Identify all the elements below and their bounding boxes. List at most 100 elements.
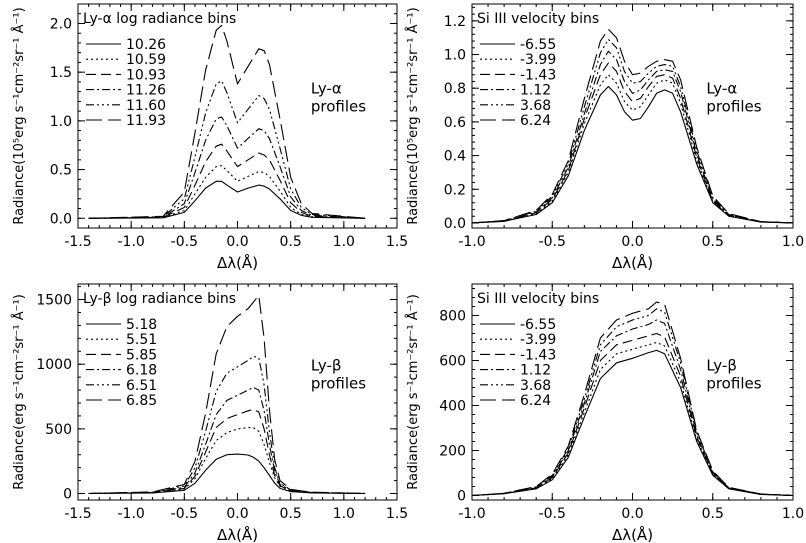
legend-label: -6.55 xyxy=(520,317,556,333)
panel-3: -1.5 -1.0 -0.5 0.0 0.5 1.0 1.5 0 500 1000 1500 Δλ(Å… xyxy=(11,283,408,543)
legend-label: 5.51 xyxy=(126,332,157,348)
y-tick-label: 0.0 xyxy=(50,211,72,227)
y-tick-label: 1000 xyxy=(36,357,72,373)
y-tick-label: 0.6 xyxy=(444,115,466,131)
x-tick-label: 0.0 xyxy=(226,234,248,250)
y-tick-label: 600 xyxy=(439,354,466,370)
series-line-4 xyxy=(471,319,794,497)
x-tick-label: -0.5 xyxy=(171,234,198,250)
series-line-3 xyxy=(471,332,794,497)
x-tick-label: -0.5 xyxy=(539,234,566,250)
x-axis-label: Δλ(Å) xyxy=(217,253,258,272)
x-tick-label: 0.5 xyxy=(280,234,302,250)
panel-title: Ly-α log radiance bins xyxy=(83,11,236,27)
annotation-line: profiles xyxy=(311,98,366,116)
legend-label: 1.12 xyxy=(520,83,551,99)
legend-label: 11.93 xyxy=(126,113,166,129)
legend-label: -3.99 xyxy=(520,332,556,348)
panel-4: -1.0 -0.5 0.0 0.5 1.0 0 200 400 600 800 Δλ(Å) Radia… xyxy=(405,283,804,543)
series-line-6 xyxy=(88,295,366,495)
series-line-2 xyxy=(88,165,366,219)
y-tick-label: 800 xyxy=(439,309,466,325)
series-line-5 xyxy=(471,308,794,497)
x-tick-label: -1.5 xyxy=(64,506,91,522)
y-tick-label: 200 xyxy=(439,444,466,460)
y-axis-label: Radiance(10⁵erg s⁻¹cm⁻²sr⁻¹ Å⁻¹) xyxy=(405,7,421,224)
y-tick-label: 500 xyxy=(45,422,72,438)
annotation-line: Ly-α xyxy=(311,80,342,98)
y-tick-label: 1.0 xyxy=(444,48,466,64)
x-tick-label: 0.5 xyxy=(702,234,724,250)
y-tick-label: 400 xyxy=(439,399,466,415)
series-line-1 xyxy=(88,453,366,495)
x-tick-label: 1.0 xyxy=(782,506,804,522)
x-tick-label: 1.0 xyxy=(782,234,804,250)
series-line-6 xyxy=(471,301,794,497)
legend-label: 1.12 xyxy=(520,363,551,379)
y-tick-label: 1.5 xyxy=(50,65,72,81)
legend-label: 6.18 xyxy=(126,363,157,379)
y-tick-label: 0.5 xyxy=(50,163,72,179)
series-line-2 xyxy=(471,74,794,224)
legend-label: 6.51 xyxy=(126,378,157,394)
y-tick-label: 0 xyxy=(63,487,72,503)
legend-label: 3.68 xyxy=(520,98,551,114)
legend-label: 3.68 xyxy=(520,378,551,394)
x-tick-label: -1.0 xyxy=(118,506,145,522)
annotation-line: profiles xyxy=(311,374,366,392)
panel-title: Si III velocity bins xyxy=(477,11,599,27)
y-tick-label: 1.2 xyxy=(444,14,466,30)
series-line-3 xyxy=(88,143,366,219)
annotation-line: Ly-α xyxy=(706,80,737,98)
series-line-6 xyxy=(88,24,366,219)
annotation-line: Ly-β xyxy=(706,356,737,374)
panel-1: -1.5 -1.0 -0.5 0.0 0.5 1.0 1.5 0.0 0.5 1.0 1.5 2.0 Δ… xyxy=(11,3,408,272)
series-line-4 xyxy=(471,50,794,224)
x-tick-label: 0.5 xyxy=(702,506,724,522)
legend-label: 6.85 xyxy=(126,393,157,409)
x-tick-label: 0.5 xyxy=(280,506,302,522)
legend-label: -1.43 xyxy=(520,347,556,363)
y-tick-label: 1500 xyxy=(36,293,72,309)
panel-title: Si III velocity bins xyxy=(477,291,599,307)
y-tick-label: 0.2 xyxy=(444,182,466,198)
y-tick-label: 0.0 xyxy=(444,216,466,232)
x-axis-label: Δλ(Å) xyxy=(612,253,653,272)
x-tick-label: -0.5 xyxy=(171,506,198,522)
y-axis-label: Radiance(erg s⁻¹cm⁻²sr⁻¹ Å⁻¹) xyxy=(405,294,421,490)
y-axis-label: Radiance(erg s⁻¹cm⁻²sr⁻¹ Å⁻¹) xyxy=(11,294,27,490)
x-tick-label: 1.0 xyxy=(333,234,355,250)
legend-label: 10.26 xyxy=(126,37,166,53)
legend-label: 5.85 xyxy=(126,347,157,363)
y-tick-label: 0 xyxy=(457,489,466,505)
series-line-3 xyxy=(88,408,366,495)
legend-label: 11.26 xyxy=(126,83,166,99)
series-line-1 xyxy=(471,85,794,224)
y-tick-label: 2.0 xyxy=(50,16,72,32)
legend-label: -1.43 xyxy=(520,67,556,83)
panel-title: Ly-β log radiance bins xyxy=(83,291,236,307)
annotation-line: Ly-β xyxy=(311,356,342,374)
legend-label: -3.99 xyxy=(520,52,556,68)
x-axis-label: Δλ(Å) xyxy=(217,525,258,543)
series-line-1 xyxy=(471,349,794,497)
legend-label: 10.93 xyxy=(126,67,166,83)
series-line-1 xyxy=(88,180,366,219)
series-line-5 xyxy=(88,80,366,219)
y-tick-label: 1.0 xyxy=(50,114,72,130)
annotation-line: profiles xyxy=(706,374,761,392)
panel-2: -1.0 -0.5 0.0 0.5 1.0 0.0 0.2 0.4 0.6 0.8 1.0 1.2 Δλ… xyxy=(405,3,804,272)
series-line-5 xyxy=(471,38,794,224)
x-tick-label: 1.0 xyxy=(333,506,355,522)
legend-label: 10.59 xyxy=(126,52,166,68)
y-tick-label: 0.4 xyxy=(444,149,466,165)
legend-label: 6.24 xyxy=(520,393,551,409)
x-tick-label: 1.5 xyxy=(386,506,408,522)
legend-label: 6.24 xyxy=(520,113,551,129)
annotation-line: profiles xyxy=(706,98,761,116)
x-tick-label: -1.5 xyxy=(64,234,91,250)
y-axis-label: Radiance(10⁵erg s⁻¹cm⁻²sr⁻¹ Å⁻¹) xyxy=(11,7,27,224)
x-tick-label: -1.0 xyxy=(458,506,485,522)
series-line-5 xyxy=(88,355,366,495)
